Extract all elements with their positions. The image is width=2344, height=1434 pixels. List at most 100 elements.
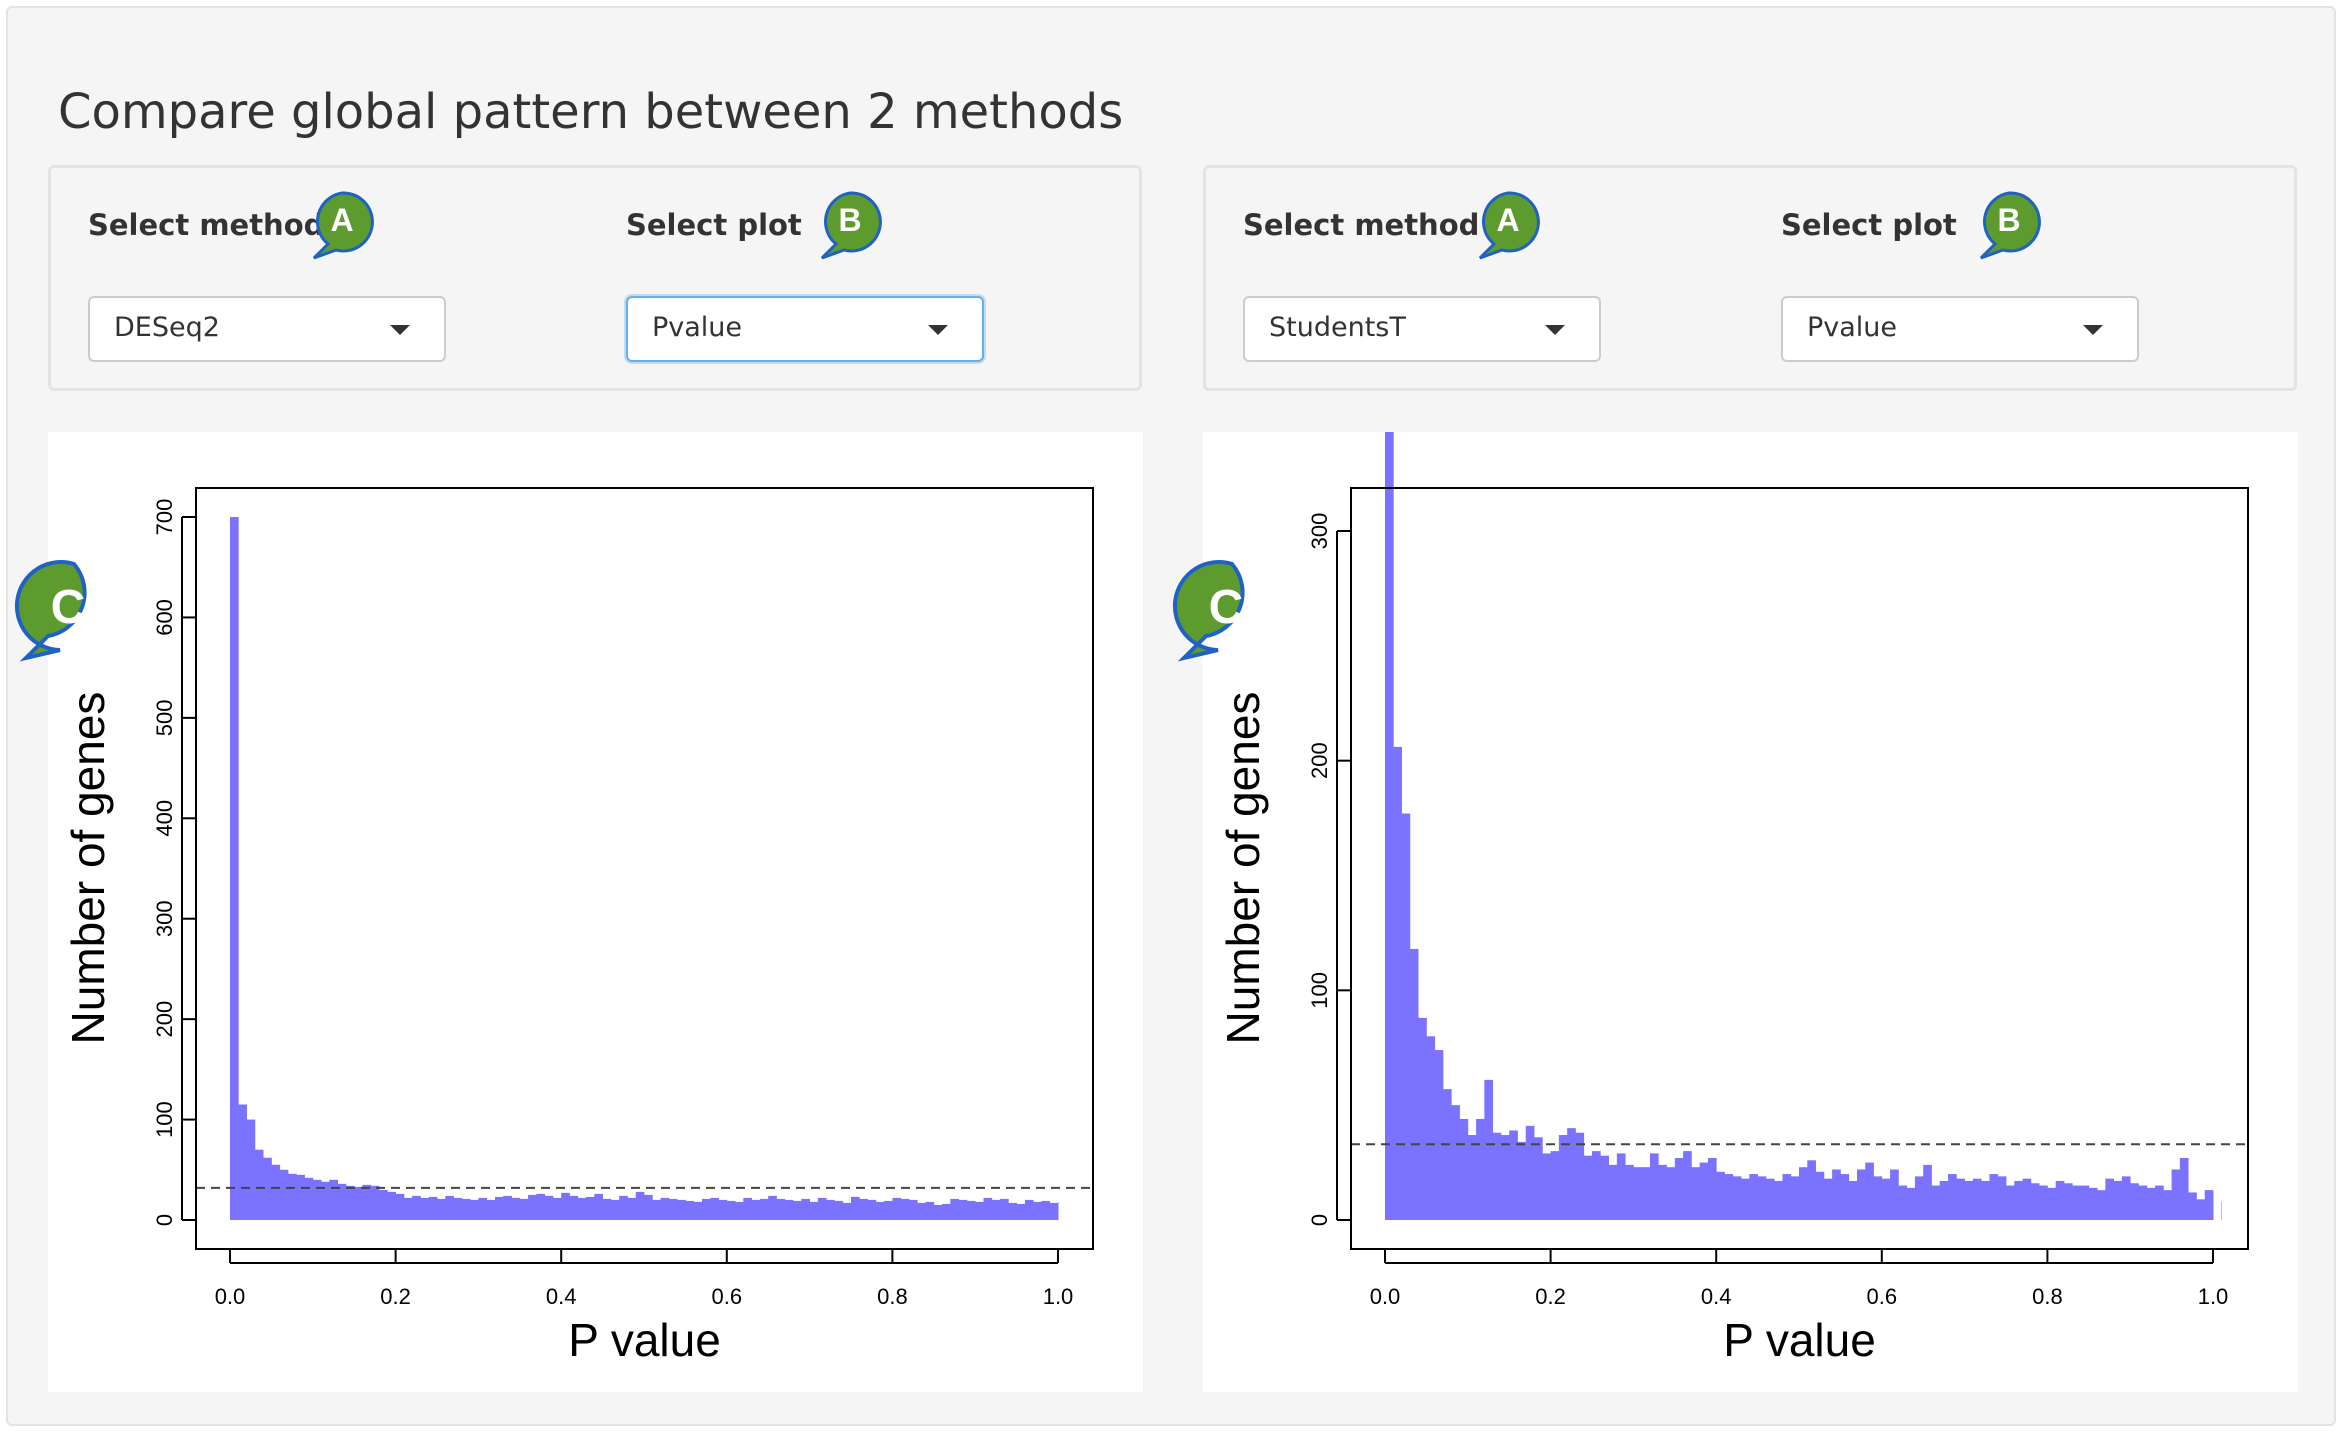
histogram-bar [1534,1137,1543,1220]
histogram-bar [1583,1155,1593,1220]
histogram-bar [1459,1118,1469,1220]
histogram-bar [528,1194,537,1220]
plot-frame [1350,487,2249,1250]
histogram-bar [1757,1176,1767,1220]
histogram-bar [685,1200,695,1220]
histogram-bar [776,1198,786,1220]
histogram-bar [2030,1183,2040,1220]
left-method-field: Select method DESeq2 [88,208,448,362]
histogram-bar [437,1198,446,1220]
histogram-bar [246,1119,256,1220]
histogram-bar [552,1197,562,1220]
histogram-bar [801,1198,810,1220]
histogram-bar [1881,1178,1891,1220]
histogram-bar [412,1195,421,1220]
y-axis-title: Number of genes [62,692,114,1045]
histogram-bar [271,1164,281,1220]
histogram-bar [403,1197,413,1220]
y-tick-label: 100 [1307,972,1332,1009]
histogram-bar [428,1196,438,1220]
badge-letter: A [330,202,354,238]
left-plot-panel: 0.0 0.2 0.4 0.6 0.8 1.0 0 100 200 300 400 500 600 700… [48,432,1143,1392]
histogram-bar [1856,1169,1866,1220]
histogram-bar [842,1202,852,1220]
histogram-bar [1707,1157,1717,1220]
histogram-bar [1517,1141,1527,1220]
histogram-bar [2039,1185,2048,1220]
histogram-bar [817,1197,827,1220]
right-pvalue-histogram: 0.0 0.2 0.4 0.6 0.8 1.0 0 100 200 300 P value Numbe… [1217,432,2249,1366]
right-method-value: StudentsT [1269,312,1406,343]
right-plot-select[interactable]: Pvalue [1781,296,2139,362]
histogram-bar [900,1198,910,1220]
y-axis-title: Number of genes [1217,692,1269,1045]
badge-letter: B [1997,202,2021,238]
histogram-bar [2022,1178,2032,1220]
histogram-bar [2146,1187,2156,1220]
histogram-bar [867,1199,877,1220]
histogram-bar [759,1198,769,1220]
histogram-bar [1906,1187,1916,1220]
y-tick-label: 100 [152,1101,177,1138]
histogram-bar [1542,1153,1551,1220]
callout-badge-icon [1979,191,2041,260]
x-tick-label: 0.0 [1370,1284,1401,1309]
histogram-bar [1484,1079,1494,1220]
histogram-bar [834,1200,844,1220]
histogram-bar [2088,1187,2098,1220]
histogram-bar [1898,1185,1908,1220]
y-tick-label: 700 [152,499,177,536]
histogram-bar [470,1199,479,1220]
histogram-bar [2105,1178,2115,1220]
histogram-bar [1989,1174,1999,1220]
histogram-bar [1633,1167,1643,1220]
histogram-bar [2113,1180,2123,1220]
left-plot-select[interactable]: Pvalue [626,296,984,362]
y-tick-label: 500 [152,699,177,736]
right-plot-label: Select plot [1781,208,1957,242]
histogram-bar [569,1195,579,1220]
histogram-bar [2080,1185,2090,1220]
main-well: Compare global pattern between 2 methods… [6,6,2336,1426]
badge-b-left: B [818,190,882,260]
histogram-bar [561,1192,570,1220]
right-method-select[interactable]: StudentsT [1243,296,1601,362]
plot-frame [195,487,1094,1250]
histogram-bar [2047,1187,2057,1220]
badge-letter: A [1496,202,1520,238]
histogram-bar [610,1199,620,1220]
histogram-bar [975,1201,984,1220]
histogram-bar [586,1196,595,1220]
histogram-bar [751,1199,761,1220]
histogram-bar [345,1185,355,1220]
histogram-bar [329,1179,339,1220]
right-method-field: Select method StudentsT [1243,208,1603,362]
histogram-bar [1385,432,1394,1220]
histogram-bars [1385,432,2222,1220]
histogram-bar [536,1193,546,1220]
x-tick-label: 0.4 [546,1284,577,1309]
histogram-bar [627,1197,637,1220]
histogram-bar [826,1199,835,1220]
histogram-bar [2188,1192,2197,1220]
histogram-bar [693,1201,703,1220]
caret-down-icon [390,325,410,335]
histogram-bar [958,1199,968,1220]
histogram-bar [2171,1169,2181,1220]
x-tick-label: 0.4 [1701,1284,1732,1309]
histogram-bar [1558,1135,1568,1220]
histogram-bar [1840,1174,1850,1220]
histogram-bar [1832,1169,1841,1220]
callout-badge-icon [820,191,882,260]
histogram-bar [1873,1176,1883,1220]
histogram-bar [1393,746,1402,1220]
histogram-bar [2155,1185,2164,1220]
histogram-bar [486,1199,496,1220]
left-method-select[interactable]: DESeq2 [88,296,446,362]
histogram-bar [445,1195,454,1220]
histogram-bar [1964,1180,1974,1220]
histogram-bar [660,1197,670,1220]
histogram-bar [1972,1178,1982,1220]
histogram-bar [362,1184,372,1220]
histogram-bar [2063,1183,2073,1220]
